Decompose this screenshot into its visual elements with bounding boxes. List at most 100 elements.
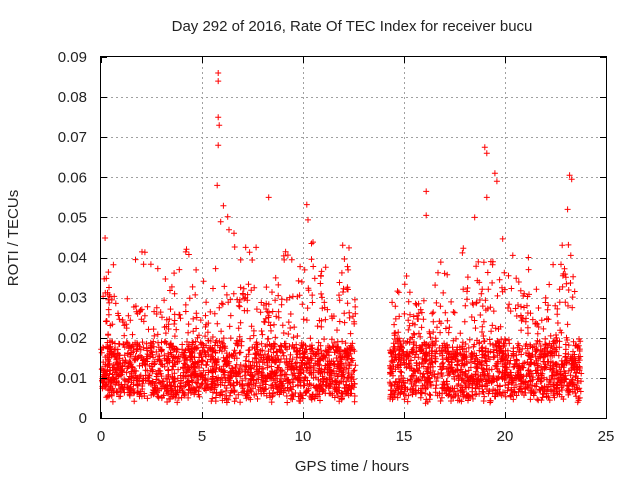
- data-point: [235, 391, 242, 398]
- data-point: [249, 257, 256, 263]
- data-point: [451, 309, 458, 316]
- data-point: [102, 363, 109, 370]
- data-point: [515, 340, 521, 347]
- data-point: [472, 371, 479, 378]
- data-point: [244, 291, 251, 298]
- data-point: [545, 381, 552, 388]
- data-point: [510, 396, 517, 403]
- data-point: [476, 279, 483, 286]
- data-point: [164, 399, 171, 405]
- data-point: [162, 330, 169, 337]
- data-point: [109, 398, 116, 405]
- data-point: [481, 393, 488, 400]
- data-point: [533, 383, 540, 390]
- data-point: [235, 302, 242, 309]
- data-point: [508, 379, 515, 386]
- data-point: [564, 321, 571, 328]
- data-point: [424, 398, 431, 405]
- data-point: [182, 361, 189, 368]
- data-point: [420, 316, 427, 323]
- data-point: [159, 378, 166, 385]
- data-point: [258, 328, 265, 334]
- data-point: [169, 374, 176, 381]
- data-point: [317, 272, 324, 279]
- data-point: [105, 361, 112, 368]
- data-point: [476, 390, 483, 397]
- data-point: [153, 311, 160, 317]
- data-point: [345, 286, 351, 293]
- data-point: [348, 382, 355, 389]
- data-point: [219, 343, 226, 350]
- data-point: [461, 379, 468, 385]
- data-point: [478, 290, 485, 297]
- data-point: [236, 349, 243, 356]
- data-point: [576, 346, 583, 353]
- data-point: [472, 360, 479, 367]
- data-point: [480, 333, 487, 339]
- data-point: [534, 337, 541, 344]
- data-point: [242, 375, 249, 382]
- data-point: [450, 389, 457, 395]
- data-point: [113, 355, 120, 362]
- data-point: [171, 383, 178, 390]
- x-tick-labels: 0 5 10 15 20 25: [97, 428, 615, 445]
- data-point: [423, 345, 429, 352]
- data-point: [499, 235, 506, 242]
- data-point: [452, 355, 459, 362]
- data-point: [145, 326, 152, 333]
- data-point: [464, 274, 471, 281]
- data-point: [533, 286, 540, 293]
- y-tick-label: 0.09: [58, 49, 87, 66]
- data-point: [321, 369, 328, 375]
- data-point: [568, 378, 575, 385]
- data-point: [218, 367, 225, 374]
- data-point: [408, 373, 415, 380]
- data-point: [116, 352, 123, 359]
- data-point: [502, 347, 509, 354]
- data-point: [148, 363, 155, 370]
- data-point: [315, 339, 322, 346]
- data-point: [297, 370, 303, 377]
- data-point: [317, 342, 324, 349]
- data-point: [534, 321, 541, 327]
- data-point: [307, 382, 314, 388]
- data-point: [473, 299, 480, 306]
- data-point: [515, 389, 522, 395]
- data-point: [412, 300, 419, 307]
- data-point: [102, 235, 109, 241]
- data-point: [345, 365, 352, 372]
- data-point: [404, 338, 411, 345]
- data-point: [342, 390, 349, 397]
- data-point: [421, 339, 428, 346]
- data-point: [475, 258, 482, 265]
- data-point: [577, 388, 584, 395]
- data-point: [112, 354, 119, 360]
- data-point: [305, 285, 312, 292]
- data-point: [444, 271, 451, 278]
- data-point: [507, 308, 514, 315]
- data-point: [350, 346, 357, 353]
- data-point: [340, 289, 346, 295]
- data-point: [494, 382, 501, 389]
- data-point: [154, 265, 161, 272]
- data-point: [561, 361, 568, 368]
- data-point: [317, 397, 323, 404]
- data-point: [401, 310, 408, 317]
- data-point: [464, 360, 470, 367]
- data-point: [479, 303, 486, 310]
- data-point: [539, 348, 546, 355]
- data-point: [506, 340, 513, 347]
- data-point: [303, 389, 310, 396]
- data-point: [257, 309, 264, 316]
- data-point: [240, 285, 247, 292]
- data-point: [541, 358, 548, 365]
- data-point: [248, 323, 255, 330]
- data-point: [458, 398, 465, 405]
- data-point: [229, 352, 236, 359]
- data-point: [571, 288, 578, 295]
- data-point: [137, 352, 144, 359]
- data-point: [538, 397, 545, 404]
- plot-frame: [100, 56, 607, 419]
- data-point: [531, 360, 538, 367]
- data-point: [543, 316, 550, 323]
